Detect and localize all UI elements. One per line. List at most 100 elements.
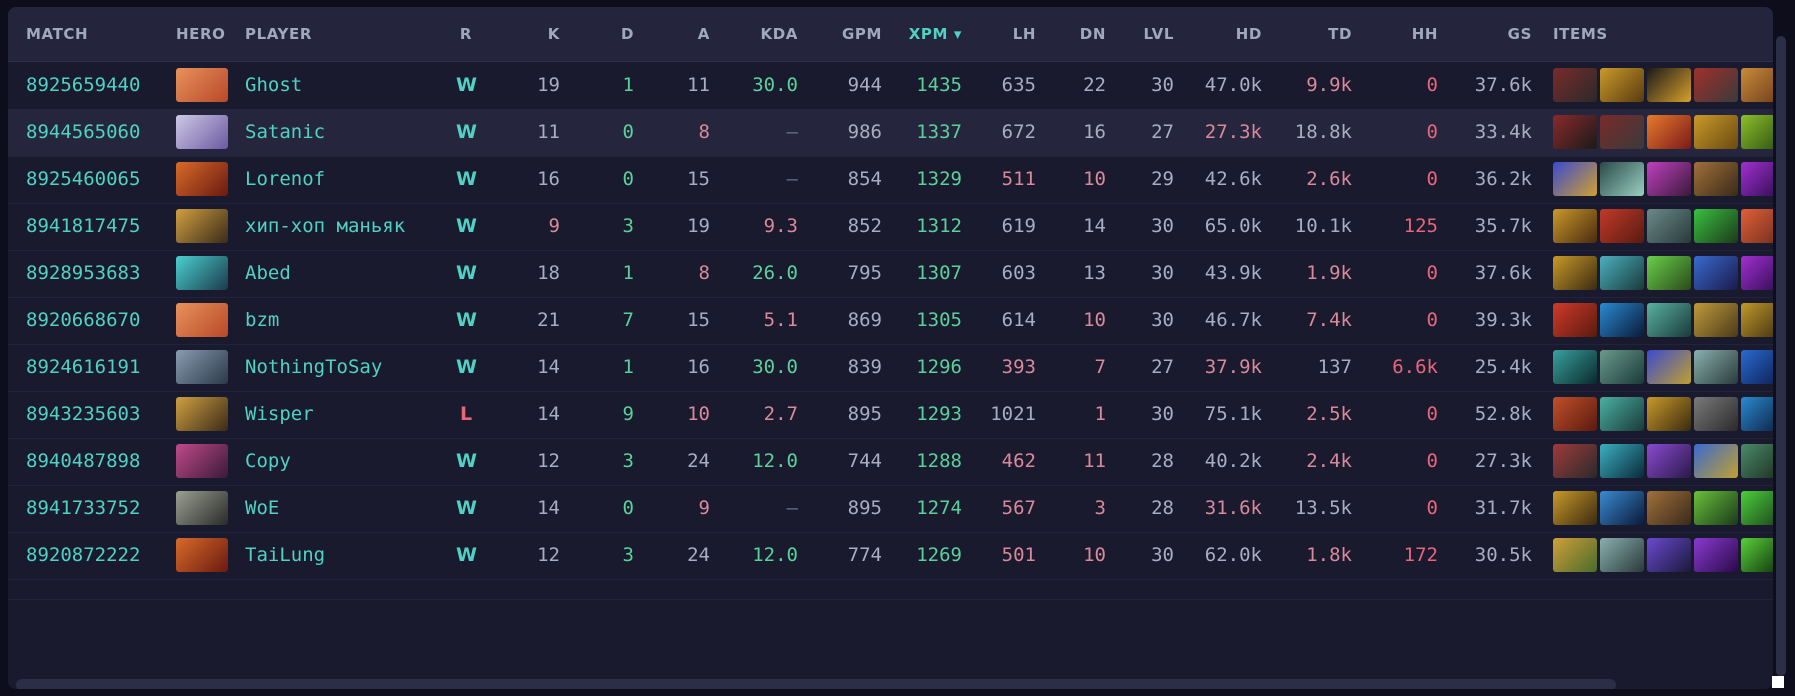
item-icon[interactable] bbox=[1694, 115, 1738, 149]
player-link[interactable]: TaiLung bbox=[245, 544, 326, 566]
col-gpm[interactable]: GPM bbox=[841, 25, 882, 43]
item-icon[interactable] bbox=[1694, 256, 1738, 290]
player-link[interactable]: Copy bbox=[245, 450, 291, 472]
item-icon[interactable] bbox=[1553, 397, 1597, 431]
item-icon[interactable] bbox=[1553, 115, 1597, 149]
player-link[interactable]: NothingToSay bbox=[245, 356, 383, 378]
player-link[interactable]: Ghost bbox=[245, 74, 303, 96]
player-link[interactable]: Abed bbox=[245, 262, 291, 284]
item-icon[interactable] bbox=[1600, 444, 1644, 478]
player-link[interactable]: Wisper bbox=[245, 403, 314, 425]
col-td[interactable]: TD bbox=[1328, 25, 1352, 43]
item-icon[interactable] bbox=[1600, 538, 1644, 572]
table-row[interactable]: 8943235603 Wisper L 14 9 10 2.7 895 1293 1021 1 30 7… bbox=[8, 391, 1773, 439]
table-row[interactable]: 8941733752 WoE W 14 0 9 — 895 1274 567 3 28 31.6k 13.… bbox=[8, 485, 1773, 533]
item-icon[interactable] bbox=[1600, 491, 1644, 525]
table-row[interactable]: 8920668670 bzm W 21 7 15 5.1 869 1305 614 10 30 46.7… bbox=[8, 297, 1773, 345]
item-icon[interactable] bbox=[1741, 256, 1773, 290]
item-icon[interactable] bbox=[1741, 397, 1773, 431]
match-id-link[interactable]: 8925460065 bbox=[26, 168, 141, 190]
item-icon[interactable] bbox=[1647, 209, 1691, 243]
match-id-link[interactable]: 8940487898 bbox=[26, 450, 141, 472]
col-hh[interactable]: HH bbox=[1411, 25, 1438, 43]
table-row[interactable]: 8925460065 Lorenof W 16 0 15 — 854 1329 511 10 29 42… bbox=[8, 156, 1773, 204]
item-icon[interactable] bbox=[1741, 303, 1773, 337]
item-icon[interactable] bbox=[1553, 256, 1597, 290]
item-icon[interactable] bbox=[1741, 115, 1773, 149]
item-icon[interactable] bbox=[1741, 350, 1773, 384]
col-assists[interactable]: A bbox=[697, 25, 710, 43]
item-icon[interactable] bbox=[1600, 68, 1644, 102]
player-link[interactable]: хип-хоп маньяк bbox=[245, 215, 406, 237]
item-icon[interactable] bbox=[1741, 209, 1773, 243]
item-icon[interactable] bbox=[1600, 162, 1644, 196]
item-icon[interactable] bbox=[1600, 115, 1644, 149]
col-lvl[interactable]: LVL bbox=[1143, 25, 1174, 43]
item-icon[interactable] bbox=[1694, 397, 1738, 431]
col-hd[interactable]: HD bbox=[1235, 25, 1262, 43]
match-id-link[interactable]: 8925659440 bbox=[26, 74, 141, 96]
player-link[interactable]: Lorenof bbox=[245, 168, 326, 190]
match-id-link[interactable]: 8944565060 bbox=[26, 121, 141, 143]
hero-portrait[interactable] bbox=[176, 350, 228, 384]
item-icon[interactable] bbox=[1553, 444, 1597, 478]
item-icon[interactable] bbox=[1741, 162, 1773, 196]
match-id-link[interactable]: 8941733752 bbox=[26, 497, 141, 519]
item-icon[interactable] bbox=[1647, 491, 1691, 525]
item-icon[interactable] bbox=[1647, 397, 1691, 431]
hero-portrait[interactable] bbox=[176, 209, 228, 243]
horizontal-scrollbar[interactable] bbox=[16, 679, 1616, 689]
item-icon[interactable] bbox=[1647, 538, 1691, 572]
item-icon[interactable] bbox=[1694, 444, 1738, 478]
col-xpm-sorted[interactable]: XPM ▾ bbox=[908, 25, 962, 43]
item-icon[interactable] bbox=[1741, 444, 1773, 478]
hero-portrait[interactable] bbox=[176, 491, 228, 525]
col-deaths[interactable]: D bbox=[620, 25, 634, 43]
match-id-link[interactable]: 8941817475 bbox=[26, 215, 141, 237]
item-icon[interactable] bbox=[1647, 162, 1691, 196]
hero-portrait[interactable] bbox=[176, 115, 228, 149]
col-kills[interactable]: K bbox=[547, 25, 560, 43]
item-icon[interactable] bbox=[1694, 209, 1738, 243]
item-icon[interactable] bbox=[1600, 350, 1644, 384]
col-match[interactable]: MATCH bbox=[26, 25, 89, 43]
item-icon[interactable] bbox=[1647, 350, 1691, 384]
col-gs[interactable]: GS bbox=[1507, 25, 1532, 43]
match-id-link[interactable]: 8920668670 bbox=[26, 309, 141, 331]
item-icon[interactable] bbox=[1600, 303, 1644, 337]
match-id-link[interactable]: 8928953683 bbox=[26, 262, 141, 284]
item-icon[interactable] bbox=[1553, 350, 1597, 384]
item-icon[interactable] bbox=[1694, 350, 1738, 384]
item-icon[interactable] bbox=[1553, 209, 1597, 243]
item-icon[interactable] bbox=[1647, 303, 1691, 337]
item-icon[interactable] bbox=[1600, 397, 1644, 431]
item-icon[interactable] bbox=[1553, 538, 1597, 572]
item-icon[interactable] bbox=[1647, 68, 1691, 102]
item-icon[interactable] bbox=[1741, 538, 1773, 572]
hero-portrait[interactable] bbox=[176, 397, 228, 431]
col-player[interactable]: PLAYER bbox=[245, 25, 312, 43]
table-row[interactable]: 8920872222 TaiLung W 12 3 24 12.0 774 1269 501 10 3… bbox=[8, 532, 1773, 580]
col-lh[interactable]: LH bbox=[1012, 25, 1036, 43]
player-link[interactable]: WoE bbox=[245, 497, 280, 519]
match-id-link[interactable]: 8920872222 bbox=[26, 544, 141, 566]
hero-portrait[interactable] bbox=[176, 162, 228, 196]
hero-portrait[interactable] bbox=[176, 444, 228, 478]
item-icon[interactable] bbox=[1553, 162, 1597, 196]
item-icon[interactable] bbox=[1600, 256, 1644, 290]
table-row[interactable]: 8940487898 Copy W 12 3 24 12.0 744 1288 462 11 28 40… bbox=[8, 438, 1773, 486]
hero-portrait[interactable] bbox=[176, 538, 228, 572]
col-kda[interactable]: KDA bbox=[760, 25, 798, 43]
match-id-link[interactable]: 8924616191 bbox=[26, 356, 141, 378]
item-icon[interactable] bbox=[1694, 538, 1738, 572]
item-icon[interactable] bbox=[1694, 303, 1738, 337]
item-icon[interactable] bbox=[1694, 68, 1738, 102]
table-row[interactable]: 8928953683 Abed W 18 1 8 26.0 795 1307 603 13 30 43.… bbox=[8, 250, 1773, 298]
item-icon[interactable] bbox=[1741, 68, 1773, 102]
item-icon[interactable] bbox=[1647, 256, 1691, 290]
vertical-scrollbar[interactable] bbox=[1776, 36, 1786, 676]
player-link[interactable]: Satanic bbox=[245, 121, 326, 143]
col-hero[interactable]: HERO bbox=[176, 25, 226, 43]
table-row[interactable]: 8925659440 Ghost W 19 1 11 30.0 944 1435 635 22 30 4… bbox=[8, 62, 1773, 110]
match-id-link[interactable]: 8943235603 bbox=[26, 403, 141, 425]
